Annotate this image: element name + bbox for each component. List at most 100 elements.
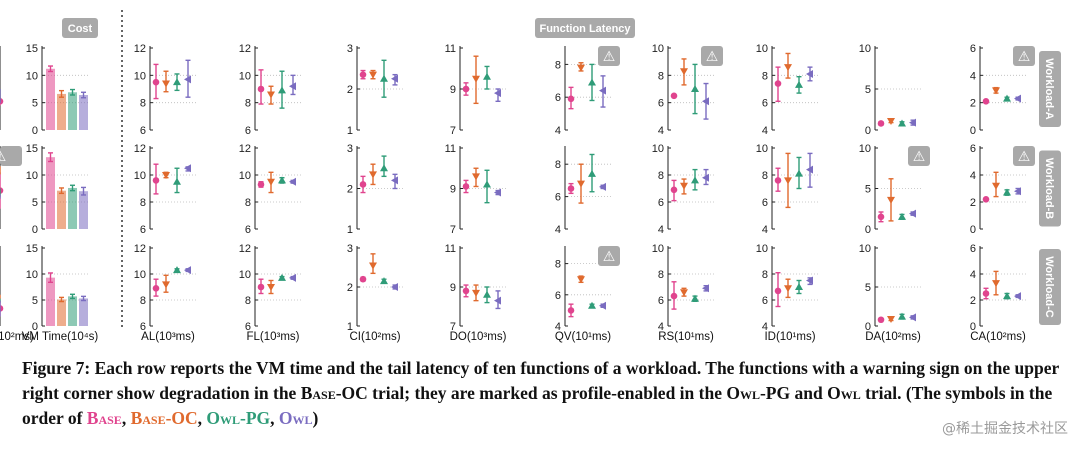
warning-badge — [908, 146, 930, 166]
workload-tag-bg — [1039, 249, 1061, 325]
marker-base — [359, 275, 367, 283]
marker-base-oc — [162, 281, 170, 289]
marker-owl-pg — [483, 180, 491, 188]
workload-tag-bg — [1039, 51, 1061, 127]
marker-base — [567, 185, 575, 192]
caption-comma: , — [197, 408, 207, 428]
marker-owl — [702, 284, 709, 293]
marker-base — [152, 78, 160, 86]
marker-owl-pg — [278, 273, 286, 281]
y-tick-label: 4 — [555, 321, 561, 333]
x-axis-label: AL(10³ms) — [141, 331, 195, 343]
y-tick-label: 8 — [555, 259, 561, 271]
y-tick-label: 0 — [865, 125, 871, 137]
y-tick-label: 12 — [239, 43, 251, 55]
y-tick-label: 12 — [239, 243, 251, 255]
marker-owl-pg — [278, 176, 286, 184]
y-tick-label: 6 — [658, 197, 664, 209]
workload-tag-bg — [1039, 150, 1061, 227]
warning-icon: ⚠ — [706, 48, 719, 64]
y-tick-label: 2 — [970, 295, 976, 307]
marker-owl — [806, 165, 813, 174]
marker-owl-pg — [380, 164, 388, 172]
marker-base — [774, 177, 782, 184]
y-tick-label: 9 — [450, 282, 456, 294]
marker-owl-pg — [898, 312, 906, 320]
y-tick-label: 10 — [134, 70, 146, 82]
x-axis-label: QV(10¹ms) — [555, 331, 611, 343]
y-tick-label: 7 — [450, 224, 456, 236]
y-tick-label: 6 — [245, 321, 251, 333]
marker-owl — [494, 188, 501, 197]
caption-base-oc: Base-OC — [300, 383, 368, 403]
y-tick-label: 8 — [245, 197, 251, 209]
marker-base-oc — [369, 71, 377, 79]
marker-base-oc — [992, 280, 1000, 288]
x-axis-label: CI(10²ms) — [349, 331, 400, 343]
y-tick-label: 6 — [140, 125, 146, 137]
y-tick-label: 7 — [450, 321, 456, 333]
y-tick-label: 4 — [762, 321, 768, 333]
caption-owl: Owl — [827, 383, 861, 403]
caption-order: trial. (The symbols in the order of — [22, 383, 1053, 428]
y-tick-label: 1 — [347, 321, 353, 333]
marker-base — [257, 85, 265, 93]
marker-owl — [184, 75, 191, 84]
marker-base — [670, 92, 678, 100]
marker-base — [982, 196, 990, 203]
y-tick-label: 10 — [134, 269, 146, 281]
y-tick-label: 8 — [140, 197, 146, 209]
marker-base-oc — [162, 80, 170, 88]
y-tick-label: 3 — [347, 243, 353, 255]
marker-owl-pg — [483, 290, 491, 298]
x-axis-label: DO(10³ms) — [450, 331, 507, 343]
y-tick-label: 8 — [555, 159, 561, 171]
marker-base-oc — [887, 117, 895, 125]
marker-owl — [1014, 187, 1021, 196]
latency-badge: Function Latency — [539, 23, 631, 35]
marker-base-oc — [784, 177, 792, 185]
bar-base — [46, 68, 55, 130]
y-tick-label: 6 — [762, 98, 768, 110]
warning-badge — [1013, 146, 1035, 166]
y-tick-label: 11 — [445, 43, 456, 55]
y-tick-label: 4 — [970, 70, 976, 82]
y-tick-label: 4 — [658, 224, 664, 236]
y-tick-label: 15 — [26, 243, 38, 255]
marker-base-oc — [577, 64, 585, 72]
y-tick-label: 4 — [970, 170, 976, 182]
legend-owl: Owl — [278, 408, 313, 428]
marker-base-oc — [680, 182, 688, 190]
y-tick-label: 0 — [865, 224, 871, 236]
y-tick-label: 0 — [970, 224, 976, 236]
y-tick-label: 4 — [762, 125, 768, 137]
marker-base-oc — [162, 172, 170, 179]
marker-base — [257, 181, 265, 188]
y-tick-label: 2 — [347, 84, 353, 96]
marker-owl-pg — [795, 169, 803, 177]
y-tick-label: 4 — [658, 125, 664, 137]
warning-icon: ⚠ — [1018, 148, 1031, 164]
y-tick-label: 15 — [26, 143, 38, 155]
y-tick-label: 10 — [652, 143, 664, 155]
y-tick-label: 0 — [32, 224, 38, 236]
warning-badge — [1013, 46, 1035, 66]
y-tick-label: 2 — [347, 282, 353, 294]
marker-base-oc — [577, 180, 585, 188]
warning-icon: ⚠ — [0, 148, 6, 164]
warning-icon: ⚠ — [913, 148, 926, 164]
marker-owl — [1014, 292, 1021, 301]
y-tick-label: 5 — [32, 197, 38, 209]
y-tick-label: 10 — [652, 43, 664, 55]
y-tick-label: 4 — [555, 125, 561, 137]
workload-label: Workload-C — [1043, 256, 1055, 318]
y-tick-label: 4 — [970, 269, 976, 281]
y-tick-label: 3 — [347, 143, 353, 155]
figure-7-chart: Cost Function Latency 051015051015051015… — [0, 10, 1061, 343]
figure-caption: Figure 7: Each row reports the VM time a… — [22, 356, 1062, 431]
y-tick-label: 10 — [26, 269, 38, 281]
warning-icon: ⚠ — [1018, 48, 1031, 64]
marker-base-oc — [472, 173, 480, 181]
warning-badge — [598, 246, 620, 266]
marker-owl-pg — [173, 266, 181, 274]
